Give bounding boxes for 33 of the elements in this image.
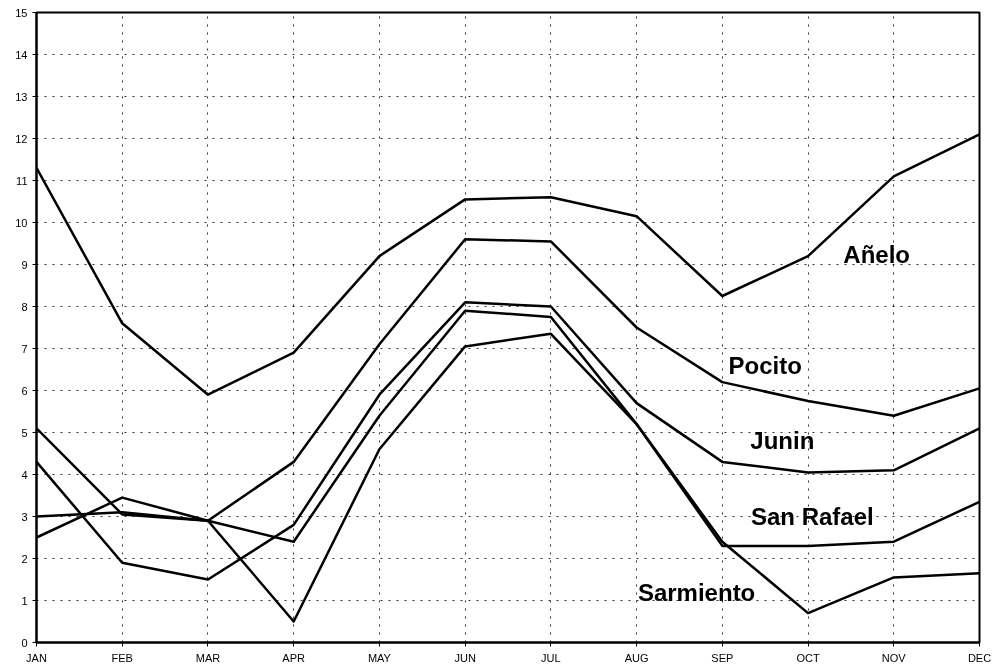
series-label: Junin <box>750 427 815 455</box>
y-tick-label: 4 <box>21 468 28 481</box>
x-tick-label: SEP <box>711 651 734 664</box>
series-label: San Rafael <box>750 503 874 530</box>
series-label: Sarmiento <box>637 578 756 606</box>
x-tick-label: MAR <box>195 651 221 664</box>
series-label: Añelo <box>843 240 910 268</box>
y-tick-label: 7 <box>21 342 28 355</box>
series-label: Pocito <box>728 351 802 379</box>
x-tick-label: MAY <box>367 651 392 664</box>
x-tick-label: NOV <box>881 651 907 664</box>
x-tick-label: AUG <box>624 651 649 664</box>
y-tick-label: 13 <box>15 90 28 103</box>
y-tick-label: 15 <box>15 6 28 19</box>
y-tick-label: 10 <box>15 216 28 229</box>
x-tick-label: JAN <box>26 651 47 664</box>
x-tick-label: DEC <box>967 651 992 664</box>
x-tick-label: FEB <box>111 651 133 664</box>
x-tick-label: JUN <box>454 651 476 664</box>
y-tick-label: 14 <box>15 48 28 61</box>
y-tick-label: 2 <box>21 552 28 565</box>
y-tick-label: 5 <box>21 426 28 439</box>
y-tick-label: 8 <box>21 300 28 313</box>
y-tick-label: 9 <box>21 258 28 271</box>
y-tick-label: 12 <box>15 132 28 145</box>
y-tick-label: 11 <box>16 174 28 187</box>
y-tick-label: 1 <box>21 594 28 607</box>
x-tick-label: JUL <box>541 651 561 664</box>
y-tick-label: 6 <box>21 384 28 397</box>
x-tick-label: APR <box>282 651 306 664</box>
y-tick-label: 3 <box>21 510 28 523</box>
y-tick-label: 0 <box>21 636 28 649</box>
x-tick-label: OCT <box>796 651 820 664</box>
